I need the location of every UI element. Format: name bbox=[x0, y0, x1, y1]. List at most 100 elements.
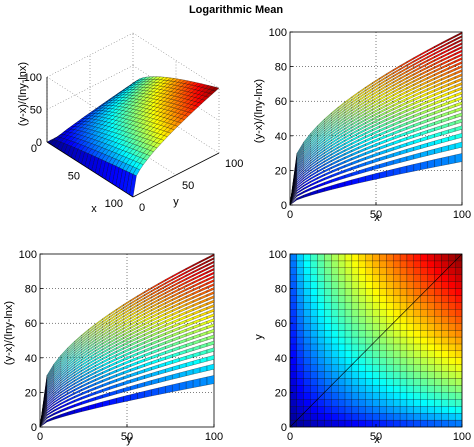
heatmap-cell bbox=[406, 316, 414, 324]
heatmap-cell bbox=[296, 295, 304, 303]
heatmap-cell bbox=[303, 260, 311, 268]
heatmap-cell bbox=[296, 392, 304, 400]
heatmap-cell bbox=[420, 350, 428, 358]
heatmap-cell bbox=[365, 392, 373, 400]
heatmap-cell bbox=[399, 323, 408, 331]
heatmap-cell bbox=[406, 336, 414, 345]
surface-patch bbox=[324, 174, 332, 181]
surface-patch bbox=[192, 328, 201, 334]
surface-patch bbox=[137, 363, 145, 370]
heatmap-cell bbox=[303, 323, 311, 331]
surface-patch bbox=[399, 117, 408, 124]
heatmap-cell bbox=[434, 336, 442, 345]
surface-patch bbox=[441, 75, 449, 81]
panel1-xlabel: x bbox=[91, 203, 97, 215]
surface-patch bbox=[144, 380, 152, 387]
heatmap-cell bbox=[351, 323, 359, 331]
heatmap-cell bbox=[448, 309, 456, 317]
surface-patch bbox=[365, 144, 373, 151]
surface-patch bbox=[199, 365, 208, 373]
heatmap-cell bbox=[372, 281, 380, 289]
heatmap-cell bbox=[454, 336, 463, 345]
heatmap-cell bbox=[296, 267, 304, 275]
heatmap-cell bbox=[454, 267, 463, 275]
surface-patch bbox=[344, 172, 353, 179]
surface-patch bbox=[393, 134, 401, 140]
heatmap-cell bbox=[310, 281, 318, 289]
heatmap-cell bbox=[296, 357, 304, 365]
heatmap-cell bbox=[344, 399, 353, 407]
heatmap-cell bbox=[317, 336, 325, 345]
heatmap-cell bbox=[372, 316, 380, 324]
surface-patch bbox=[372, 172, 380, 181]
surface-patch bbox=[358, 152, 366, 158]
surface-patch bbox=[206, 291, 215, 297]
surface-patch bbox=[186, 321, 194, 327]
heatmap-cell bbox=[310, 323, 318, 331]
heatmap-cell bbox=[310, 336, 318, 345]
surface-patch bbox=[144, 342, 152, 348]
heatmap-cell bbox=[454, 316, 463, 324]
heatmap-cell bbox=[393, 406, 401, 414]
heatmap-cell bbox=[448, 371, 456, 379]
heatmap-cell bbox=[324, 295, 332, 303]
heatmap-cell bbox=[372, 413, 380, 421]
heatmap-cell bbox=[358, 378, 366, 386]
surface-patch bbox=[165, 334, 173, 340]
heatmap-cell bbox=[303, 357, 311, 365]
heatmap-cell bbox=[358, 392, 366, 400]
heatmap-cell bbox=[434, 378, 442, 386]
heatmap-cell bbox=[420, 399, 428, 407]
heatmap-cell bbox=[427, 399, 435, 407]
heatmap-cell bbox=[434, 302, 442, 310]
surface-patch bbox=[399, 131, 408, 138]
surface-patch bbox=[165, 321, 173, 327]
surface-patch bbox=[448, 104, 456, 110]
surface-patch bbox=[358, 175, 366, 184]
heatmap-cell bbox=[379, 323, 387, 331]
surface-patch bbox=[454, 153, 463, 164]
heatmap-cell bbox=[289, 399, 298, 407]
panel3-ylabel: (y-x)/(lny-lnx) bbox=[3, 301, 15, 365]
heatmap-cell bbox=[296, 281, 304, 289]
heatmap-cell bbox=[365, 364, 373, 372]
surface-patch bbox=[454, 57, 463, 63]
heatmap-cell bbox=[399, 413, 408, 421]
heatmap-cell bbox=[358, 295, 366, 303]
heatmap-cell bbox=[434, 413, 442, 421]
surface-patch bbox=[81, 394, 89, 400]
surface-patch bbox=[199, 316, 208, 322]
heatmap-cell bbox=[379, 336, 387, 345]
surface-patch bbox=[206, 318, 215, 324]
heatmap-cell bbox=[310, 295, 318, 303]
heatmap-cell bbox=[413, 281, 421, 289]
surface-patch bbox=[420, 124, 428, 130]
heatmap-cell bbox=[365, 413, 373, 421]
surface-patch bbox=[151, 387, 159, 397]
heatmap-cell bbox=[344, 357, 353, 365]
heatmap-cell bbox=[379, 399, 387, 407]
heatmap-cell bbox=[344, 316, 353, 324]
surface-patch bbox=[434, 94, 442, 101]
heatmap-cell bbox=[379, 288, 387, 296]
heatmap-cell bbox=[317, 302, 325, 310]
heatmap-cell bbox=[413, 253, 421, 262]
y-tick-label: 40 bbox=[25, 353, 37, 365]
heatmap-cell bbox=[331, 343, 339, 352]
surface-patch bbox=[192, 305, 201, 311]
heatmap-cell bbox=[351, 316, 359, 324]
heatmap-cell bbox=[324, 350, 332, 358]
heatmap-cell bbox=[365, 385, 373, 393]
surface-patch bbox=[186, 336, 194, 342]
heatmap-cell bbox=[338, 399, 346, 407]
heatmap-cell bbox=[310, 357, 318, 365]
surface-patch bbox=[199, 343, 208, 349]
heatmap-cell bbox=[289, 357, 298, 365]
surface-patch bbox=[172, 331, 180, 337]
surface-patch bbox=[420, 150, 428, 158]
surface-patch bbox=[199, 356, 208, 364]
heatmap-cell bbox=[289, 260, 298, 268]
surface-patch bbox=[427, 148, 435, 156]
heatmap-cell bbox=[365, 371, 373, 379]
surface-patch bbox=[179, 333, 187, 339]
